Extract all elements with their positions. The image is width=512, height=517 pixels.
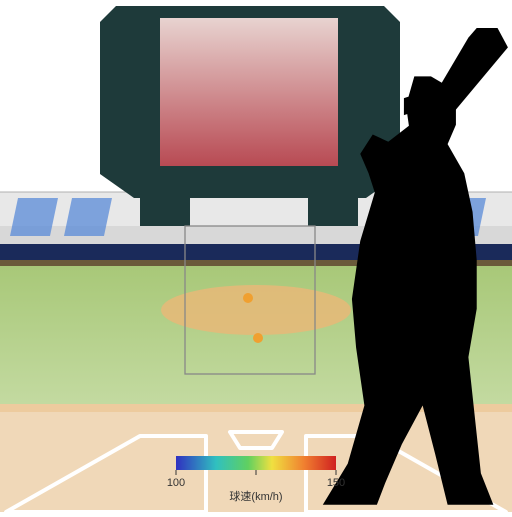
pitch-chart: 100 150 球速(km/h): [0, 0, 512, 512]
scoreboard-support: [140, 198, 190, 226]
rail-opening: [64, 198, 112, 236]
scoreboard-screen: [160, 18, 338, 166]
scoreboard-support: [308, 198, 358, 226]
legend-tick-100: 100: [167, 477, 185, 489]
legend-tick-150: 150: [327, 477, 345, 489]
chart-svg: 100 150 球速(km/h): [0, 0, 512, 512]
mound: [161, 285, 351, 335]
speed-legend: [176, 456, 336, 470]
pitch-marker: [243, 293, 253, 303]
rail-opening: [10, 198, 58, 236]
pitch-marker: [253, 333, 263, 343]
legend-axis-label: 球速(km/h): [229, 489, 282, 503]
